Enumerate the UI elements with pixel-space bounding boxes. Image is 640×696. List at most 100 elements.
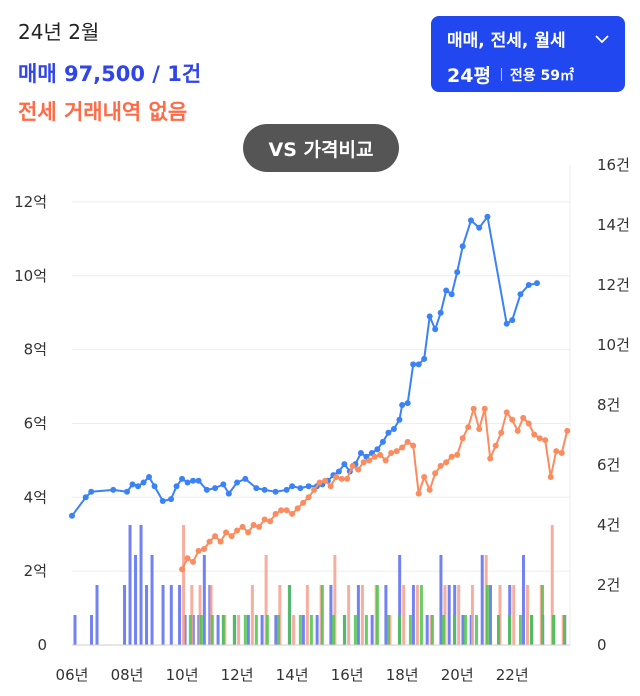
- right-axis-tick-label: 10건: [597, 336, 630, 354]
- jeonse-price-point: [272, 510, 279, 517]
- sale-price-point: [448, 291, 455, 298]
- sale-price-point: [110, 486, 117, 493]
- x-axis-tick-label: 06년: [56, 666, 89, 684]
- sale-volume-bar: [202, 555, 206, 645]
- rent-volume-bar: [408, 615, 412, 645]
- jeonse-price-point: [338, 475, 345, 482]
- jeonse-volume-bar: [190, 585, 194, 645]
- jeonse-price-point: [454, 451, 461, 458]
- jeonse-volume-bar: [443, 585, 447, 645]
- rent-volume-bar: [353, 615, 357, 645]
- jeonse-price-point: [399, 444, 406, 451]
- compare-price-button[interactable]: VS 가격비교: [243, 124, 399, 172]
- rent-volume-bar: [441, 615, 445, 645]
- rent-volume-bar: [276, 615, 280, 645]
- jeonse-price-point: [437, 462, 444, 469]
- sale-price-point: [261, 486, 268, 493]
- left-axis-tick-label: 10억: [14, 267, 47, 285]
- sale-price-point: [385, 429, 392, 436]
- sale-volume-bar: [90, 615, 94, 645]
- rent-volume-bar: [342, 615, 346, 645]
- sale-volume-bar: [183, 615, 187, 645]
- sale-volume-bar: [425, 615, 429, 645]
- sale-price-point: [390, 426, 397, 432]
- sale-price-line: [71, 215, 538, 517]
- sale-price-point: [140, 479, 147, 486]
- left-axis-tick-label: 4억: [24, 488, 47, 506]
- sale-price-point: [203, 486, 210, 493]
- rent-volume-bar: [309, 615, 313, 645]
- jeonse-price-point: [366, 457, 373, 464]
- jeonse-price-point: [322, 477, 329, 484]
- x-axis-tick-label: 18년: [386, 666, 419, 684]
- sale-price-point: [129, 481, 136, 488]
- sale-price-point: [432, 326, 439, 333]
- sale-volume-bar: [216, 615, 220, 645]
- filter-divider: [500, 68, 502, 81]
- jeonse-volume-bar: [333, 555, 337, 645]
- sale-volume-bar: [134, 555, 138, 645]
- jeonse-volume-bar: [237, 615, 241, 645]
- jeonse-price-point: [498, 429, 505, 436]
- sale-price-point: [305, 483, 312, 490]
- rent-volume-bar: [243, 615, 247, 645]
- x-axis-tick-label: 14년: [276, 666, 309, 684]
- rent-volume-bar: [364, 615, 368, 645]
- sale-price-point: [88, 488, 95, 495]
- jeonse-volume-bar: [498, 585, 502, 645]
- sale-price-point: [195, 477, 202, 484]
- jeonse-price-point: [492, 442, 499, 449]
- jeonse-volume-bar: [402, 585, 406, 645]
- area-label: 전용 59㎡: [509, 67, 575, 84]
- sale-price-point: [168, 496, 175, 503]
- sale-price-point: [253, 485, 260, 492]
- sale-price-point: [399, 402, 406, 408]
- jeonse-price-point: [371, 453, 378, 460]
- x-axis-tick-label: 22년: [496, 666, 529, 684]
- sale-volume-bar: [384, 585, 388, 645]
- sale-volume-bar: [488, 585, 492, 645]
- jeonse-volume-bar: [512, 585, 516, 645]
- jeonse-price-point: [179, 566, 186, 573]
- rent-volume-bar: [430, 615, 434, 645]
- left-axis-tick-label: 12억: [14, 193, 47, 211]
- right-axis-tick-label: 0: [597, 636, 607, 654]
- sale-price-point: [503, 320, 510, 327]
- rent-volume-bar: [375, 585, 379, 645]
- sale-price-point: [225, 490, 232, 497]
- jeonse-price-point: [245, 529, 252, 536]
- x-axis-tick-label: 08년: [111, 666, 144, 684]
- sale-price-point: [173, 483, 180, 490]
- jeonse-price-point: [426, 486, 433, 493]
- right-axis-tick-label: 14건: [597, 216, 630, 234]
- jeonse-price-point: [410, 442, 417, 449]
- trade-type-filter-button[interactable]: 매매, 전세, 월세 24평 전용 59㎡: [431, 16, 625, 92]
- sale-price-point: [220, 481, 227, 488]
- jeonse-volume-bar: [264, 555, 268, 645]
- jeonse-price-point: [355, 466, 362, 473]
- jeonse-price-point: [333, 474, 340, 480]
- rent-volume-bar: [562, 615, 566, 645]
- jeonse-volume-bar: [415, 585, 419, 645]
- rent-volume-bar: [331, 615, 335, 645]
- jeonse-price-point: [382, 457, 389, 464]
- jeonse-price-point: [514, 427, 521, 434]
- sale-volume-bar: [315, 615, 319, 645]
- jeonse-volume-bar: [278, 585, 282, 645]
- sale-price-point: [476, 224, 483, 231]
- jeonse-volume-bar: [525, 585, 529, 645]
- jeonse-price-point: [300, 499, 307, 506]
- jeonse-price-point: [294, 505, 301, 512]
- jeonse-price-point: [239, 523, 246, 530]
- jeonse-price-point: [344, 475, 351, 482]
- rent-volume-bar: [540, 585, 544, 645]
- jeonse-price-point: [542, 437, 549, 444]
- left-axis-tick-label: 8억: [24, 341, 47, 359]
- jeonse-price-point: [360, 459, 367, 466]
- jeonse-price-point: [553, 448, 560, 455]
- sale-price-point: [404, 400, 411, 407]
- jeonse-price-point: [278, 507, 285, 514]
- rent-volume-bar: [265, 615, 269, 645]
- jeonse-price-point: [184, 555, 191, 562]
